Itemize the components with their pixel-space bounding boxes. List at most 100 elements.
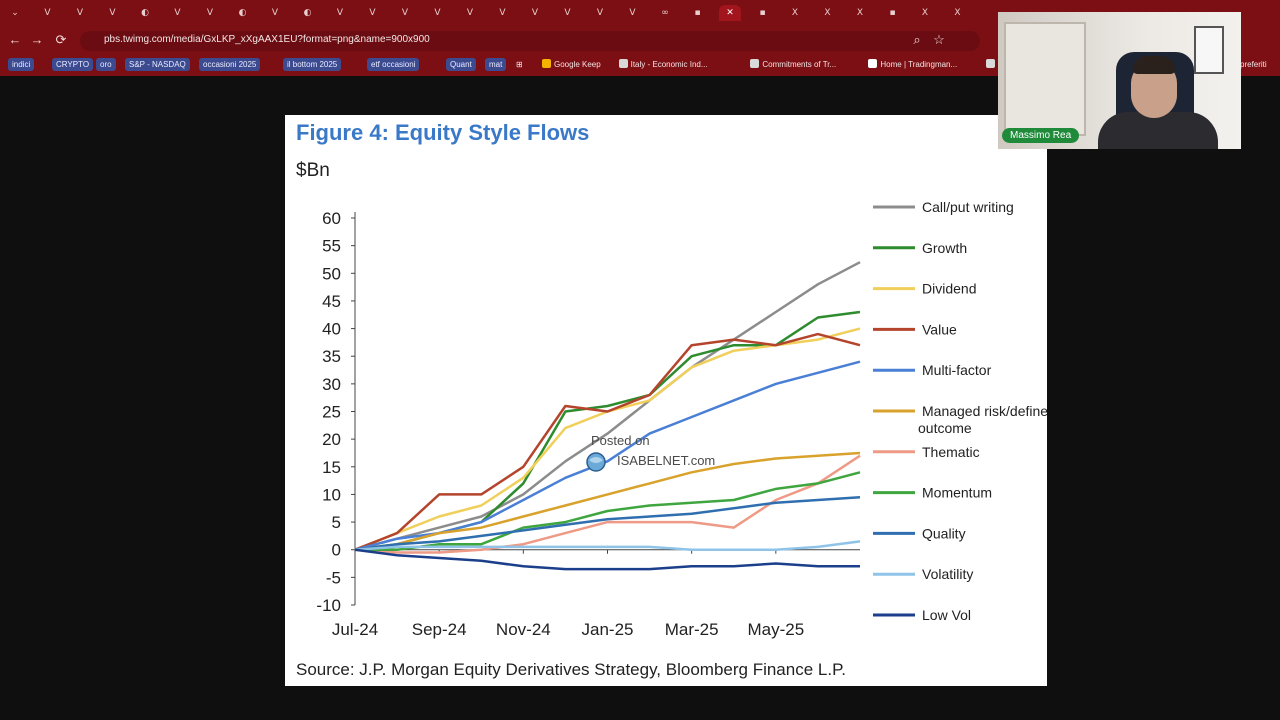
browser-tab[interactable]: ᐯ <box>401 8 409 18</box>
legend-label: Thematic <box>922 444 980 460</box>
bookmark-folder-chip[interactable]: indici <box>8 58 35 71</box>
browser-tab[interactable]: ◐ <box>303 8 312 18</box>
bookmark-link[interactable]: Home | Tradingman... <box>868 59 957 71</box>
bookmark-link-label: Google Keep <box>554 60 601 69</box>
y-tick-label: 60 <box>322 209 341 228</box>
reload-icon[interactable]: ⟳ <box>55 32 67 47</box>
browser-tab[interactable]: ▪ <box>889 8 896 18</box>
bookmark-link[interactable]: Google Keep <box>542 59 601 71</box>
series-line <box>354 451 861 551</box>
x-tick-label: Mar-25 <box>665 620 719 639</box>
browser-tab[interactable]: X <box>856 8 864 18</box>
browser-tab[interactable]: ᐯ <box>369 8 376 18</box>
browser-tab[interactable]: ▪ <box>694 8 701 18</box>
bookmark-folder-chip[interactable]: etf occasioni <box>367 58 420 71</box>
legend-label: Momentum <box>922 485 992 501</box>
y-tick-label: -5 <box>326 568 341 587</box>
browser-tab[interactable]: ᐯ <box>336 8 344 18</box>
y-tick-label: -10 <box>316 596 341 615</box>
series-line <box>354 454 861 554</box>
x-tick-label: Nov-24 <box>496 620 551 639</box>
browser-tab[interactable]: ✕ <box>719 5 741 21</box>
series-line <box>354 261 861 551</box>
webcam-shelf <box>1004 22 1086 136</box>
x-tick-label: Jan-25 <box>582 620 634 639</box>
back-arrow-icon[interactable]: ← <box>8 32 22 47</box>
browser-tab[interactable]: X <box>824 8 831 18</box>
y-tick-label: 25 <box>322 403 341 422</box>
browser-tab[interactable]: ᐯ <box>174 8 181 18</box>
y-tick-label: 0 <box>332 541 341 560</box>
browser-tab[interactable]: ᐯ <box>76 8 84 18</box>
bookmark-favicon-icon <box>986 59 996 68</box>
browser-tab[interactable]: ᐯ <box>499 8 506 18</box>
star-icon[interactable]: ☆ <box>933 32 945 47</box>
bookmark-link-label: Italy - Economic Ind... <box>630 60 708 69</box>
url-field[interactable]: pbs.twimg.com/media/GxLKP_xXgAAX1EU?form… <box>80 31 980 51</box>
browser-tab[interactable]: X <box>791 8 799 18</box>
bookmark-folder-chip[interactable]: il bottom 2025 <box>283 58 342 71</box>
forward-arrow-icon[interactable]: → <box>30 32 44 47</box>
browser-tab[interactable]: X <box>954 8 961 18</box>
bookmark-folder-chip[interactable]: oro <box>96 58 116 71</box>
y-tick-label: 35 <box>322 347 341 366</box>
bookmark-favicon-icon <box>868 59 878 68</box>
chart-figure: Figure 4: Equity Style Flows $Bn 60 55 50 4… <box>285 115 1047 686</box>
y-tick-label: 30 <box>322 375 341 394</box>
webcam-person-body <box>1098 112 1218 149</box>
webcam-wall-frame <box>1194 26 1224 74</box>
bookmark-folder-chip[interactable]: CRYPTO <box>52 58 94 71</box>
legend-label: Low Vol <box>922 607 971 623</box>
bookmark-folder-chip[interactable]: mat <box>485 58 507 71</box>
browser-tab[interactable]: ᐯ <box>596 8 604 18</box>
bookmark-folder-chip[interactable]: occasioni 2025 <box>199 58 261 71</box>
chart-title: Figure 4: Equity Style Flows <box>296 120 590 145</box>
bookmark-folder-chip[interactable]: S&P - NASDAQ <box>125 58 190 71</box>
browser-tab[interactable]: ▪ <box>759 8 766 18</box>
y-tick-label: 20 <box>322 430 341 449</box>
globe-icon <box>586 452 606 472</box>
bookmark-folder-chip[interactable]: Quant <box>446 58 476 71</box>
bookmarks-right[interactable]: preferiti <box>1240 60 1267 69</box>
bookmark-link-label: Home | Tradingman... <box>880 60 958 69</box>
series-line <box>355 471 861 551</box>
browser-tab[interactable]: ᐯ <box>271 8 279 18</box>
bookmarks-bar: preferiti indici CRYPTO oro S&P - NASDAQ occ… <box>0 54 1280 76</box>
bookmark-favicon-icon <box>750 59 760 68</box>
zoom-icon[interactable]: ⌕ <box>913 32 921 47</box>
browser-tab[interactable]: ◐ <box>141 8 149 18</box>
series-line <box>354 540 861 551</box>
browser-tab[interactable]: ᐯ <box>531 8 539 18</box>
apps-grid-icon[interactable]: ⊞ <box>516 60 523 69</box>
browser-tab[interactable]: ᐯ <box>206 8 214 18</box>
legend-label: Growth <box>922 240 967 256</box>
watermark-line2: ISABELNET.com <box>617 453 716 468</box>
y-unit-label: $Bn <box>296 160 330 181</box>
legend-label: Call/put writing <box>922 199 1014 215</box>
y-tick-label: 55 <box>322 237 341 256</box>
series-line <box>354 548 860 571</box>
browser-tab[interactable]: ᐯ <box>44 8 51 18</box>
browser-tab[interactable]: ᐯ <box>564 8 571 18</box>
browser-tab[interactable]: ᐯ <box>629 8 636 18</box>
bookmark-link[interactable]: Commitments of Tr... <box>750 59 836 71</box>
watermark-line1: Posted on <box>591 433 650 448</box>
bookmark-favicon-icon <box>542 59 551 68</box>
browser-tab[interactable]: ᐯ <box>109 8 116 18</box>
bookmark-link[interactable]: Italy - Economic Ind... <box>618 59 708 71</box>
browser-tab[interactable]: ∞ <box>661 8 669 18</box>
webcam-person-hair <box>1133 56 1175 74</box>
y-tick-label: 50 <box>322 264 341 283</box>
legend-label: Value <box>922 321 957 337</box>
series-line <box>354 495 861 551</box>
browser-tab[interactable]: ᐯ <box>434 8 441 18</box>
browser-tab[interactable]: ⌄ <box>11 8 19 18</box>
webcam-overlay: Massimo Rea <box>998 12 1241 149</box>
browser-tab[interactable]: X <box>921 8 929 18</box>
legend-label: outcome <box>918 420 972 436</box>
series-line <box>354 310 861 551</box>
y-tick-label: 5 <box>332 513 341 532</box>
y-tick-label: 15 <box>322 458 341 477</box>
browser-tab[interactable]: ᐯ <box>466 8 474 18</box>
browser-tab[interactable]: ◐ <box>238 8 247 18</box>
